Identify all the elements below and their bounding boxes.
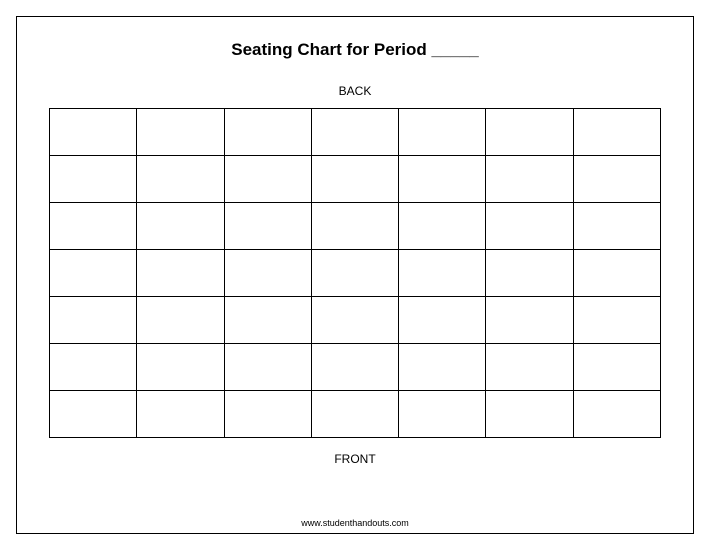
seat-cell	[573, 109, 660, 156]
table-row	[50, 344, 661, 391]
seat-cell	[137, 344, 224, 391]
table-row	[50, 203, 661, 250]
seat-cell	[50, 109, 137, 156]
footer-url: www.studenthandouts.com	[16, 518, 694, 528]
page-content: Seating Chart for Period _____ BACK FRON…	[16, 16, 694, 534]
table-row	[50, 391, 661, 438]
seat-cell	[399, 109, 486, 156]
seat-cell	[573, 391, 660, 438]
seat-cell	[573, 297, 660, 344]
seat-cell	[311, 391, 398, 438]
seat-cell	[399, 156, 486, 203]
seat-cell	[399, 391, 486, 438]
seat-cell	[50, 297, 137, 344]
seat-cell	[224, 109, 311, 156]
seat-cell	[399, 203, 486, 250]
seat-cell	[50, 391, 137, 438]
seat-cell	[224, 297, 311, 344]
seat-cell	[573, 344, 660, 391]
seat-cell	[311, 203, 398, 250]
seating-grid-container	[49, 108, 661, 438]
table-row	[50, 250, 661, 297]
seat-cell	[486, 156, 573, 203]
seat-cell	[311, 250, 398, 297]
seat-cell	[399, 250, 486, 297]
table-row	[50, 156, 661, 203]
seat-cell	[486, 391, 573, 438]
seat-cell	[224, 250, 311, 297]
seat-cell	[399, 344, 486, 391]
seat-cell	[50, 250, 137, 297]
seat-cell	[137, 391, 224, 438]
seat-cell	[137, 297, 224, 344]
seat-cell	[224, 391, 311, 438]
seat-cell	[573, 203, 660, 250]
back-label: BACK	[339, 84, 372, 98]
seat-cell	[399, 297, 486, 344]
table-row	[50, 109, 661, 156]
front-label: FRONT	[334, 452, 375, 466]
seating-grid	[49, 108, 661, 438]
seat-cell	[224, 203, 311, 250]
seat-cell	[137, 250, 224, 297]
seat-cell	[486, 297, 573, 344]
seat-cell	[311, 109, 398, 156]
seat-cell	[486, 109, 573, 156]
seat-cell	[50, 344, 137, 391]
seat-cell	[50, 203, 137, 250]
seat-cell	[573, 250, 660, 297]
seat-cell	[486, 250, 573, 297]
table-row	[50, 297, 661, 344]
seat-cell	[224, 156, 311, 203]
seat-cell	[50, 156, 137, 203]
seat-cell	[311, 156, 398, 203]
seat-cell	[137, 109, 224, 156]
seat-cell	[486, 344, 573, 391]
seat-cell	[311, 297, 398, 344]
seat-cell	[137, 203, 224, 250]
seat-cell	[311, 344, 398, 391]
seat-cell	[573, 156, 660, 203]
page-title: Seating Chart for Period _____	[231, 40, 479, 60]
seat-cell	[224, 344, 311, 391]
seat-cell	[486, 203, 573, 250]
seat-cell	[137, 156, 224, 203]
